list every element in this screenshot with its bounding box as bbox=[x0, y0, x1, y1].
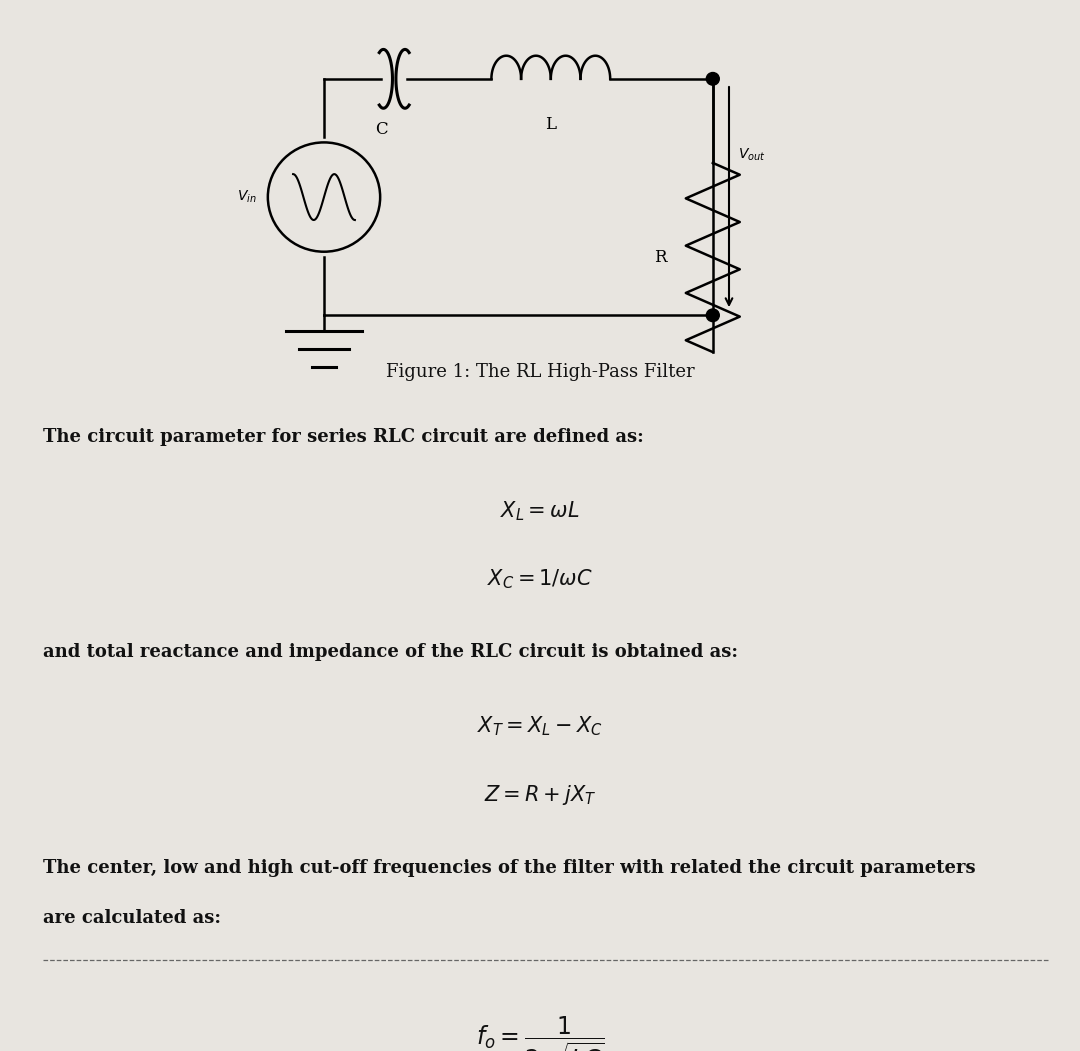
Circle shape bbox=[706, 309, 719, 322]
Text: and total reactance and impedance of the RLC circuit is obtained as:: and total reactance and impedance of the… bbox=[43, 643, 739, 661]
Text: are calculated as:: are calculated as: bbox=[43, 909, 221, 927]
Text: $V_{out}$: $V_{out}$ bbox=[738, 147, 766, 163]
Circle shape bbox=[706, 73, 719, 85]
Text: L: L bbox=[545, 116, 556, 132]
Text: $f_o=\dfrac{1}{2\pi\sqrt{LC}}$: $f_o=\dfrac{1}{2\pi\sqrt{LC}}$ bbox=[475, 1014, 605, 1051]
Text: $X_C=1/\omega C$: $X_C=1/\omega C$ bbox=[487, 568, 593, 591]
Text: $X_T = X_L - X_C$: $X_T = X_L - X_C$ bbox=[477, 715, 603, 738]
Text: The circuit parameter for series RLC circuit are defined as:: The circuit parameter for series RLC cir… bbox=[43, 428, 644, 446]
Text: $Z = R + jX_T$: $Z = R + jX_T$ bbox=[484, 783, 596, 807]
Text: Figure 1: The RL High-Pass Filter: Figure 1: The RL High-Pass Filter bbox=[386, 363, 694, 380]
Text: R: R bbox=[653, 249, 666, 266]
Text: C: C bbox=[375, 121, 388, 138]
Text: The center, low and high cut-off frequencies of the filter with related the circ: The center, low and high cut-off frequen… bbox=[43, 859, 976, 877]
Text: $V_{in}$: $V_{in}$ bbox=[238, 189, 257, 205]
Text: $X_L=\omega L$: $X_L=\omega L$ bbox=[500, 499, 580, 522]
